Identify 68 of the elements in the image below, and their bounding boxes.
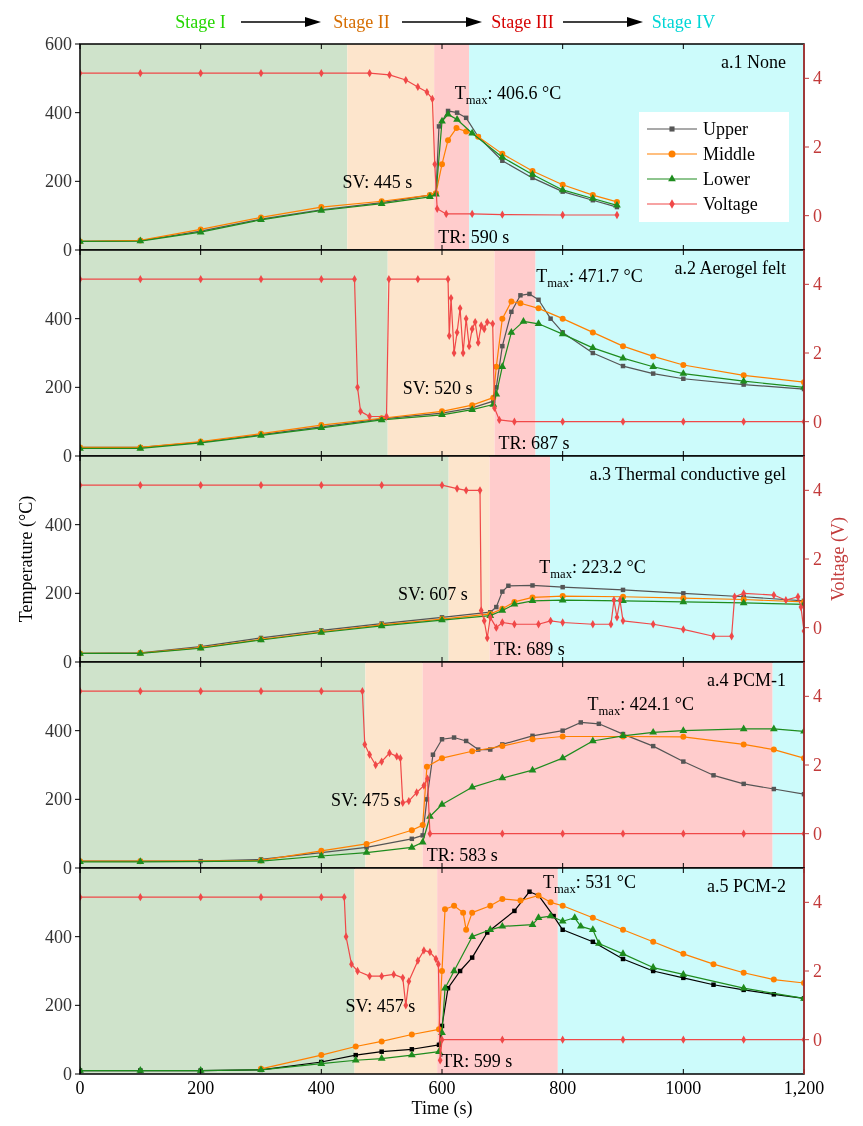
x-tick-label: 200 <box>187 1078 215 1098</box>
y2-axis-title: Voltage (V) <box>828 516 849 602</box>
x-tick-label: 800 <box>549 1078 577 1098</box>
y-tick-label: 0 <box>63 652 72 672</box>
legend-label: Lower <box>703 169 750 189</box>
band-label: Stage IV <box>651 12 716 32</box>
y2-tick-label: 4 <box>813 274 822 295</box>
y-tick-label: 200 <box>45 171 72 192</box>
legend-label: Voltage <box>703 194 758 214</box>
annotation: SV: 445 s <box>342 172 413 193</box>
annotation: T$_{max}$: 424.1 °C <box>587 694 694 719</box>
annotation: T$_{max}$: 471.7 °C <box>536 265 643 290</box>
annotation: SV: 475 s <box>331 790 401 811</box>
y-tick-label: 200 <box>45 583 72 604</box>
y2-tick-label: 2 <box>813 755 822 775</box>
y-tick-label: 400 <box>45 720 72 741</box>
y-tick-label: 600 <box>45 34 72 54</box>
annotation: TR: 583 s <box>426 845 498 865</box>
y-tick-label: 0 <box>63 446 72 466</box>
annotation: a.3 Thermal conductive gel <box>589 464 786 484</box>
y2-tick-label: 0 <box>813 823 822 844</box>
y2-tick-label: 4 <box>813 68 822 89</box>
y2-tick-label: 2 <box>813 961 822 981</box>
y-tick-label: 400 <box>45 514 72 535</box>
y-tick-label: 0 <box>63 1064 72 1084</box>
y2-tick-label: 4 <box>813 686 822 707</box>
x-tick-label: 1000 <box>665 1078 702 1098</box>
annotation: T$_{max}$: 531 °C <box>543 872 636 896</box>
annotation: T$_{max}$: 223.2 °C <box>539 557 646 582</box>
annotation: SV: 457 s <box>345 996 416 1017</box>
y-tick-label: 200 <box>45 995 72 1016</box>
y-tick-label: 200 <box>45 377 72 398</box>
annotation: a.5 PCM-2 <box>706 876 786 896</box>
x-tick-label: 600 <box>428 1078 456 1098</box>
legend-label: Middle <box>703 144 756 164</box>
y2-tick-label: 4 <box>813 892 822 913</box>
y2-tick-label: 2 <box>813 343 822 363</box>
band-label: Stage III <box>491 12 554 32</box>
annotation: T$_{max}$: 406.6 °C <box>454 82 562 107</box>
y-tick-label: 400 <box>45 926 72 947</box>
y2-tick-label: 2 <box>813 137 822 157</box>
annotation: SV: 520 s <box>402 378 473 399</box>
annotation: a.4 PCM-1 <box>706 670 786 690</box>
annotation: TR: 687 s <box>498 433 570 453</box>
y2-tick-label: 0 <box>813 411 822 432</box>
y-tick-label: 200 <box>45 789 72 810</box>
y-axis-title: Temperature (°C) <box>16 495 37 623</box>
annotation: a.2 Aerogel felt <box>674 258 786 278</box>
annotation: SV: 607 s <box>397 584 468 605</box>
annotation: a.1 None <box>721 52 786 72</box>
y-tick-label: 400 <box>45 102 72 123</box>
annotation: TR: 689 s <box>493 639 565 659</box>
y-tick-label: 0 <box>63 240 72 260</box>
x-axis-title: Time (s) <box>411 1098 473 1119</box>
y2-tick-label: 4 <box>813 480 822 501</box>
legend-label: Upper <box>703 119 748 139</box>
annotation: TR: 590 s <box>438 227 510 247</box>
band-label: Stage II <box>333 12 390 32</box>
annotation: TR: 599 s <box>441 1051 513 1071</box>
x-tick-label: 1,200 <box>783 1078 825 1098</box>
y-tick-label: 400 <box>45 308 72 329</box>
band-label: Stage I <box>175 12 226 32</box>
y2-tick-label: 2 <box>813 549 822 569</box>
y2-tick-label: 0 <box>813 1029 822 1050</box>
y2-tick-label: 0 <box>813 205 822 226</box>
x-tick-label: 400 <box>307 1078 335 1098</box>
y2-tick-label: 0 <box>813 617 822 638</box>
y-tick-label: 0 <box>63 858 72 878</box>
